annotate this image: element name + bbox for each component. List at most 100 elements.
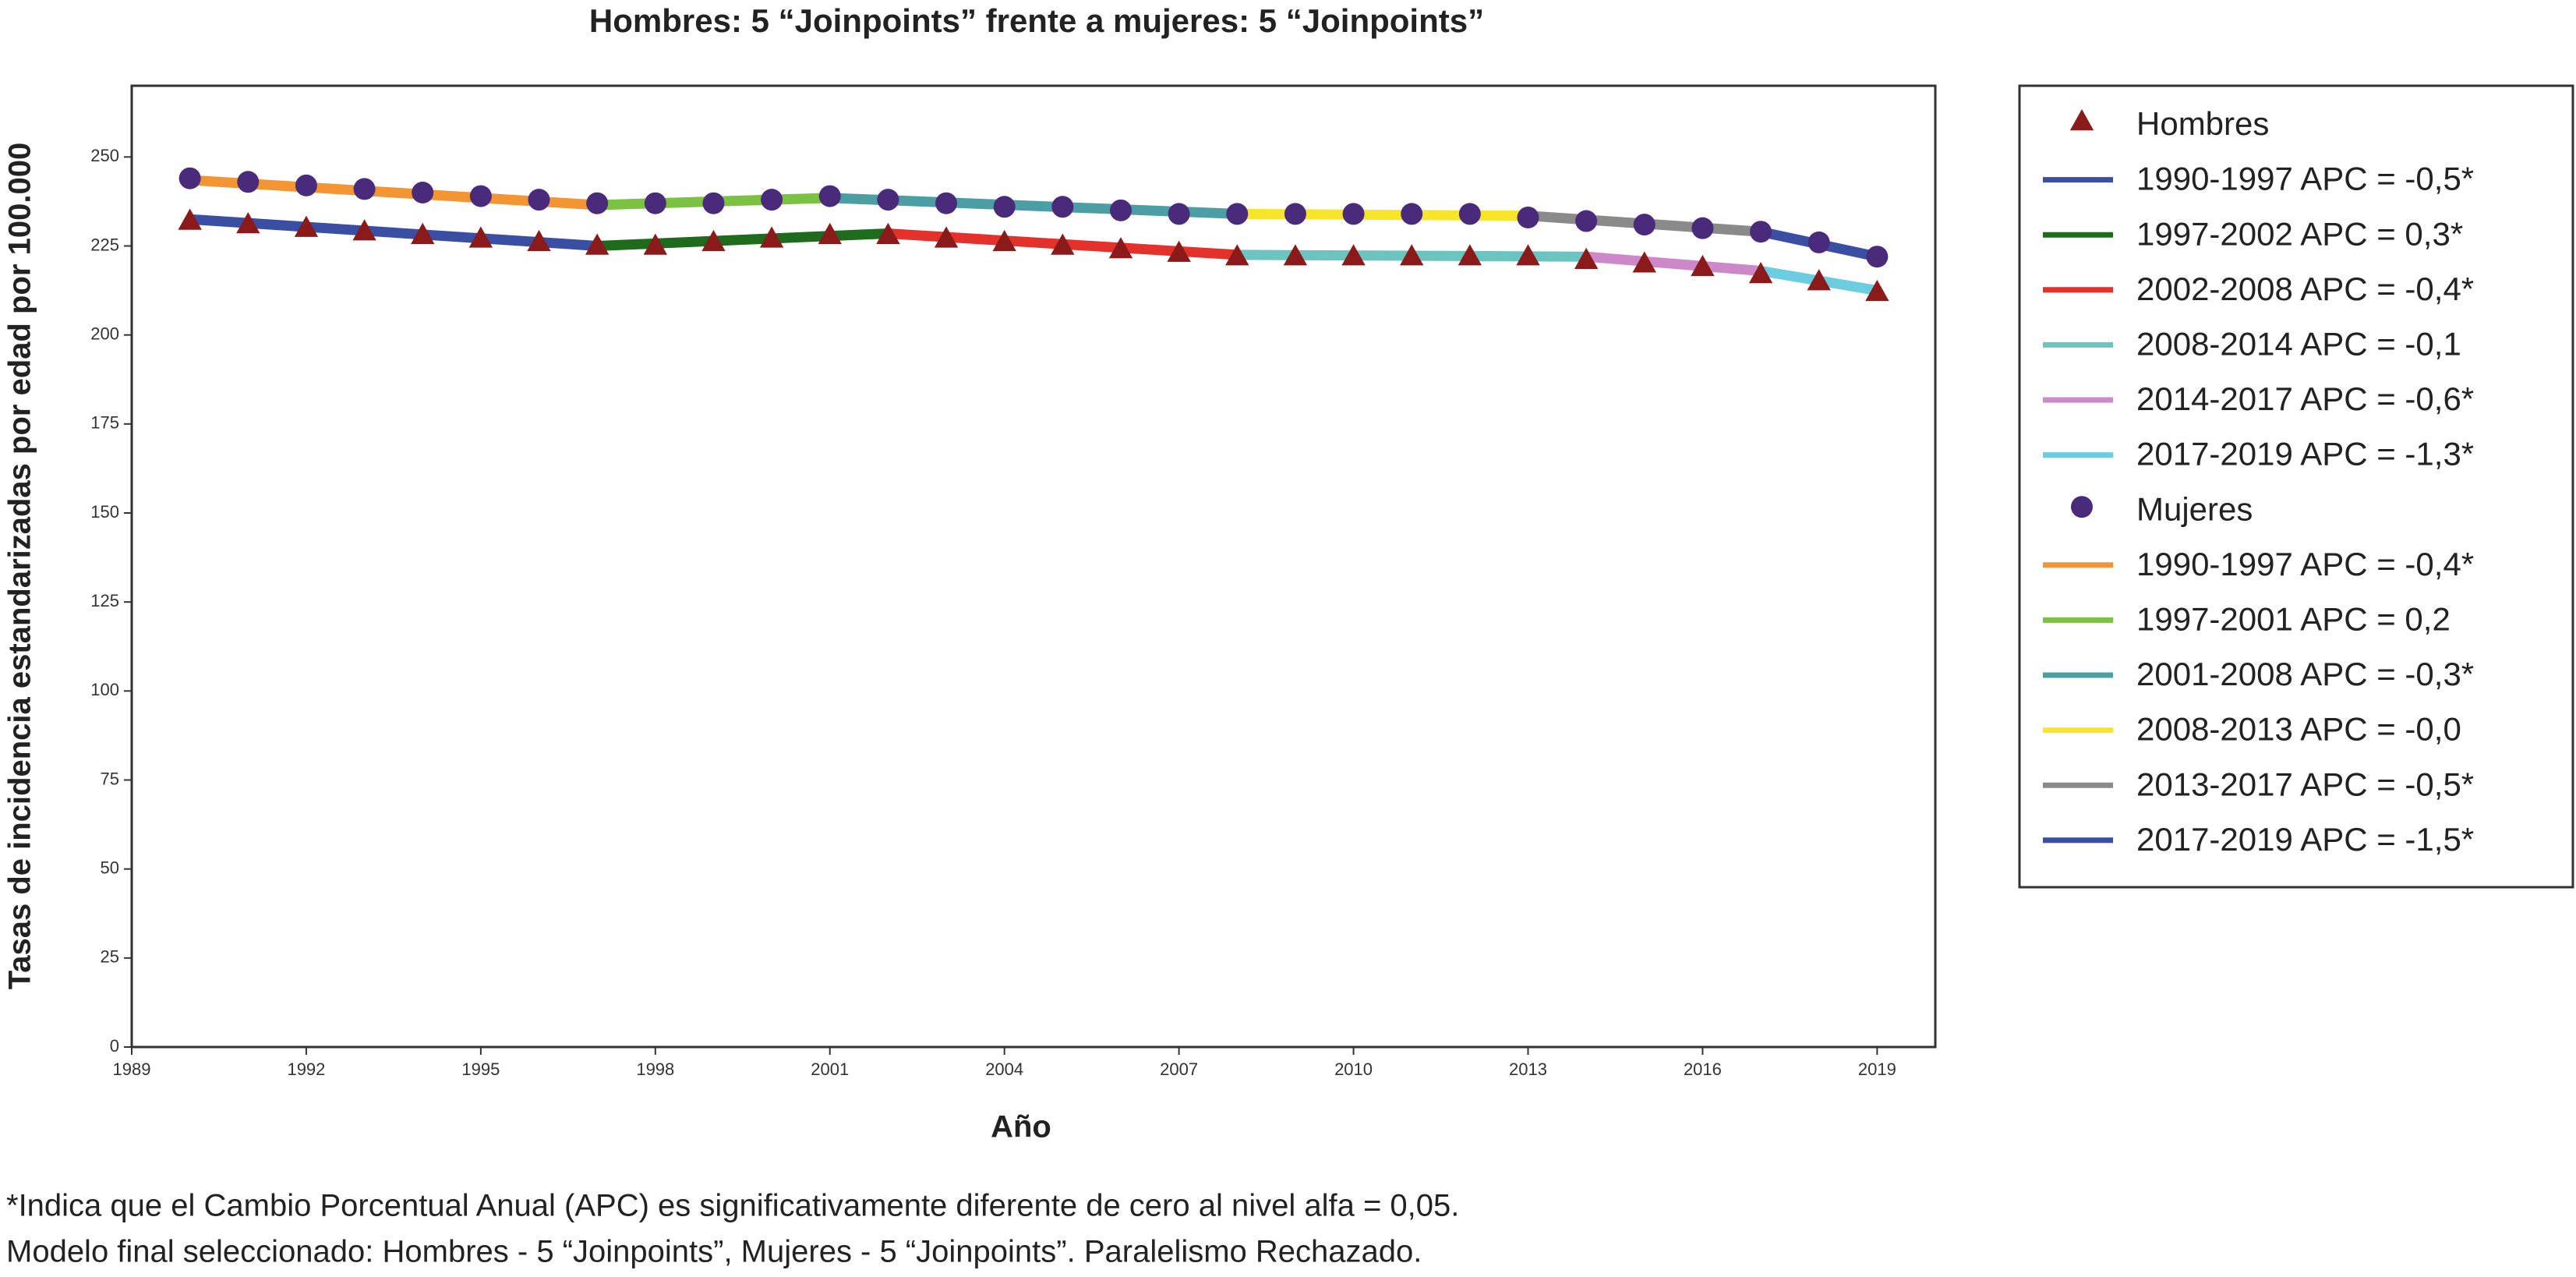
y-tick-label: 175 (90, 413, 119, 433)
data-point (934, 226, 959, 248)
data-point (237, 171, 260, 193)
legend-label: 1990-1997 APC = -0,5* (2136, 161, 2474, 197)
y-tick-label: 50 (101, 858, 119, 877)
data-point (1051, 233, 1075, 255)
legend-label: 1990-1997 APC = -0,4* (2136, 546, 2474, 582)
legend-label: 2014-2017 APC = -0,6* (2136, 380, 2474, 417)
data-point (178, 167, 201, 189)
data-point (759, 226, 784, 248)
data-point (1168, 203, 1190, 225)
data-point (353, 178, 376, 200)
legend-marker (2071, 496, 2093, 518)
legend-label: 2013-2017 APC = -0,5* (2136, 766, 2474, 802)
y-tick-label: 100 (90, 680, 119, 699)
legend-label: 1997-2002 APC = 0,3* (2136, 215, 2463, 252)
data-point (877, 189, 899, 211)
data-point (1108, 237, 1133, 259)
legend-label: 1997-2001 APC = 0,2 (2136, 600, 2451, 637)
data-point (644, 192, 666, 214)
data-point (935, 192, 958, 214)
data-point (1807, 269, 1831, 291)
data-point (992, 229, 1016, 252)
legend-label: 2002-2008 APC = -0,4* (2136, 271, 2474, 307)
data-point (1225, 244, 1249, 266)
footnote: *Indica que el Cambio Porcentual Anual (… (6, 1189, 1459, 1223)
data-point (352, 219, 376, 241)
data-point (643, 233, 668, 255)
x-tick-label: 1998 (636, 1059, 674, 1079)
legend-label: 2017-2019 APC = -1,5* (2136, 821, 2474, 858)
x-tick-label: 2004 (985, 1059, 1023, 1079)
legend-frame (2018, 84, 2574, 889)
data-point (1167, 240, 1191, 262)
data-point (295, 174, 317, 196)
y-tick-label: 25 (101, 947, 119, 967)
data-point (1051, 196, 1074, 218)
y-axis-label: Tasas de incidencia estandarizadas por e… (3, 143, 37, 989)
x-tick-label: 2001 (811, 1059, 849, 1079)
data-point (761, 189, 783, 211)
data-point (701, 229, 726, 252)
data-point (1458, 203, 1481, 225)
data-point (702, 192, 725, 214)
x-tick-label: 2013 (1509, 1059, 1547, 1079)
x-tick-label: 1992 (287, 1059, 325, 1079)
data-point (586, 192, 609, 214)
legend-label: 2017-2019 APC = -1,3* (2136, 436, 2474, 472)
fit-segment (1231, 208, 1533, 221)
data-point (1575, 210, 1598, 232)
x-tick-label: 2010 (1334, 1059, 1373, 1079)
data-point (1516, 244, 1540, 266)
data-point (1341, 244, 1366, 266)
x-axis-label: Año (991, 1110, 1051, 1144)
legend-label: Hombres (2136, 105, 2269, 142)
y-tick-label: 125 (90, 591, 119, 610)
y-tick-label: 0 (110, 1036, 119, 1056)
legend-marker (2069, 109, 2094, 131)
y-tick-label: 225 (90, 235, 119, 254)
x-tick-label: 1989 (113, 1059, 151, 1079)
data-point (527, 229, 551, 252)
y-tick-label: 250 (90, 146, 119, 165)
data-point (585, 233, 610, 255)
data-point (528, 189, 550, 211)
data-point (1691, 217, 1714, 239)
data-point (1574, 247, 1599, 269)
x-tick-label: 1995 (461, 1059, 500, 1079)
data-point (1284, 203, 1306, 225)
data-point (818, 222, 842, 244)
legend-label: Mujeres (2136, 490, 2253, 527)
data-point (469, 185, 492, 207)
y-tick-label: 75 (101, 769, 119, 788)
data-point (1342, 203, 1365, 225)
data-point (1633, 214, 1655, 236)
data-point (1807, 231, 1830, 253)
data-point (1226, 203, 1249, 225)
data-point (1399, 244, 1424, 266)
legend-label: 2008-2014 APC = -0,1 (2136, 325, 2461, 362)
data-point (1865, 279, 1889, 302)
data-point (1109, 199, 1132, 221)
fit-segment (592, 228, 893, 251)
data-point (178, 208, 202, 230)
fit-segment (185, 214, 602, 251)
plot-frame (130, 84, 1937, 1049)
data-point (1632, 251, 1656, 273)
footnote: Modelo final seleccionado: Hombres - 5 “… (6, 1235, 1422, 1269)
data-point (1748, 262, 1773, 284)
fit-segment (1581, 251, 1766, 276)
data-point (294, 215, 319, 237)
data-point (468, 226, 493, 248)
y-tick-label: 200 (90, 324, 119, 343)
data-point (1458, 244, 1482, 266)
legend-label: 2008-2013 APC = -0,0 (2136, 711, 2461, 748)
x-tick-label: 2007 (1160, 1059, 1198, 1079)
x-tick-label: 2016 (1684, 1059, 1722, 1079)
y-tick-label: 150 (90, 502, 119, 522)
data-point (993, 196, 1016, 218)
chart-title: Hombres: 5 “Joinpoints” frente a mujeres… (589, 2, 1484, 39)
data-point (818, 185, 841, 207)
data-point (1866, 246, 1889, 268)
data-point (411, 222, 435, 244)
